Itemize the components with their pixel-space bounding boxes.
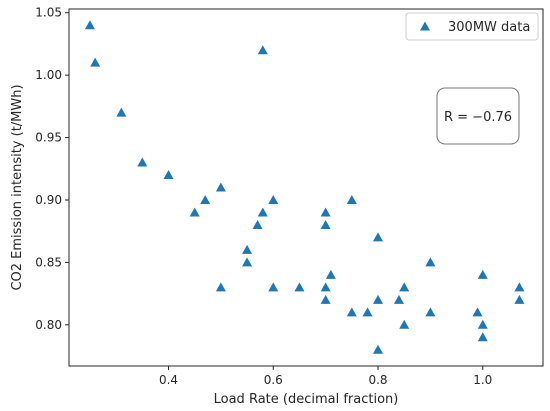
data-point-triangle	[257, 45, 268, 55]
data-point-triangle	[215, 282, 226, 292]
plot-area	[68, 8, 544, 367]
data-point-triangle	[116, 107, 127, 117]
data-point-triangle	[242, 257, 253, 267]
data-point-triangle	[325, 269, 336, 279]
data-point-triangle	[200, 194, 211, 204]
data-point-triangle	[472, 307, 483, 317]
data-point-triangle	[477, 332, 488, 342]
data-point-triangle	[373, 344, 384, 354]
x-tick-label: 1.0	[473, 373, 492, 387]
data-point-triangle	[477, 319, 488, 329]
data-point-triangle	[242, 244, 253, 254]
data-point-triangle	[425, 307, 436, 317]
x-axis-label: Load Rate (decimal fraction)	[214, 392, 399, 407]
axis-ticks: 0.4 0.6 0.8 1.0 0.80 0.85 0.90 0.95 1.00 1.05	[35, 6, 492, 387]
data-point-triangle	[163, 170, 174, 180]
data-point-triangle	[320, 294, 331, 304]
data-point-triangle	[362, 307, 373, 317]
data-point-triangle	[373, 294, 384, 304]
plot-frame	[68, 8, 544, 367]
data-point-triangle	[373, 232, 384, 242]
data-point-triangle	[252, 219, 263, 229]
annotation-text: R = −0.76	[444, 110, 512, 125]
annotation-box	[436, 87, 520, 145]
x-tick-label: 0.8	[368, 373, 387, 387]
y-tick-label: 0.80	[35, 318, 62, 332]
data-point-triangle	[346, 194, 357, 204]
data-point-triangle	[514, 294, 525, 304]
data-point-triangle	[90, 57, 101, 67]
y-tick-label: 0.95	[35, 131, 62, 145]
data-point-triangle	[514, 282, 525, 292]
data-point-triangle	[215, 182, 226, 192]
y-tick-label: 1.05	[35, 6, 62, 20]
data-point-triangle	[257, 207, 268, 217]
data-point-triangle	[393, 294, 404, 304]
data-point-triangle	[268, 282, 279, 292]
data-point-triangle	[84, 20, 95, 30]
data-point-triangle	[477, 269, 488, 279]
data-point-triangle	[320, 282, 331, 292]
data-point-triangle	[399, 319, 410, 329]
correlation-annotation: R = −0.76	[436, 87, 520, 145]
y-tick-label: 0.85	[35, 255, 62, 269]
y-axis-label: CO2 Emission intensity (t/MWh)	[10, 84, 25, 290]
data-point-triangle	[137, 157, 148, 167]
data-point-triangle	[346, 307, 357, 317]
data-point-triangle	[320, 207, 331, 217]
x-tick-label: 0.4	[159, 373, 178, 387]
x-tick-label: 0.6	[264, 373, 283, 387]
y-tick-label: 0.90	[35, 193, 62, 207]
y-tick-label: 1.00	[35, 68, 62, 82]
data-point-triangle	[189, 207, 200, 217]
data-point-triangle	[268, 194, 279, 204]
legend: 300MW data	[405, 12, 539, 41]
legend-box	[405, 12, 539, 41]
data-point-triangle	[399, 282, 410, 292]
legend-marker-triangle	[420, 21, 430, 31]
legend-label: 300MW data	[448, 20, 530, 35]
data-point-triangle	[294, 282, 305, 292]
data-point-triangle	[320, 219, 331, 229]
data-point-triangle	[425, 257, 436, 267]
